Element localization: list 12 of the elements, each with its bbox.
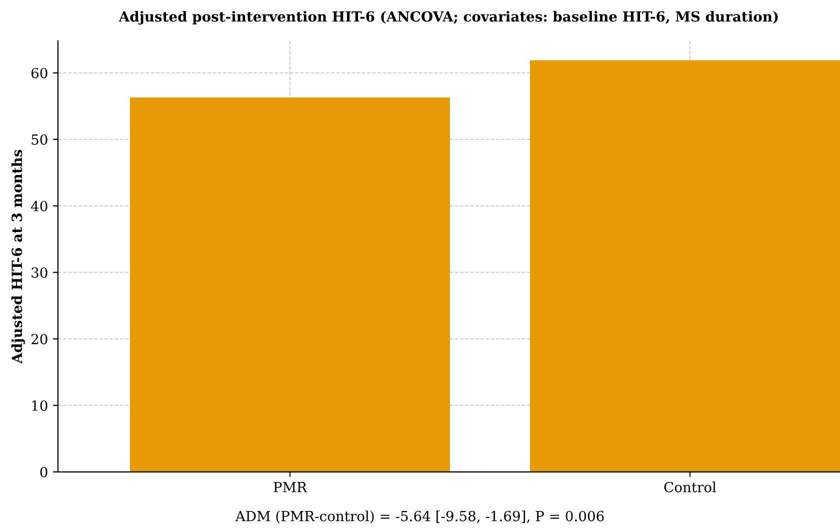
y-tick-label: 20 bbox=[32, 334, 48, 344]
text: ADM (PMR-control) = -5.64 [-9.58, -1.69], P = 0.006 bbox=[235, 510, 604, 524]
x-tick-label: PMR bbox=[274, 482, 308, 492]
chart-title: Adjusted post-intervention HIT-6 (ANCOVA; covariates: baseline HIT-6, MS duration) bbox=[118, 10, 778, 25]
y-tick-label: 50 bbox=[32, 134, 48, 145]
y-tick-label: 10 bbox=[32, 400, 48, 411]
x-tick-label: Control bbox=[664, 482, 716, 492]
y-axis-title: Adjusted HIT-6 at 3 months bbox=[11, 150, 26, 364]
y-tick-label: 0 bbox=[40, 466, 48, 478]
y-tick-label: 60 bbox=[31, 68, 48, 78]
y-tick-label: 30 bbox=[32, 267, 48, 278]
y-tick-label: 40 bbox=[30, 200, 48, 212]
